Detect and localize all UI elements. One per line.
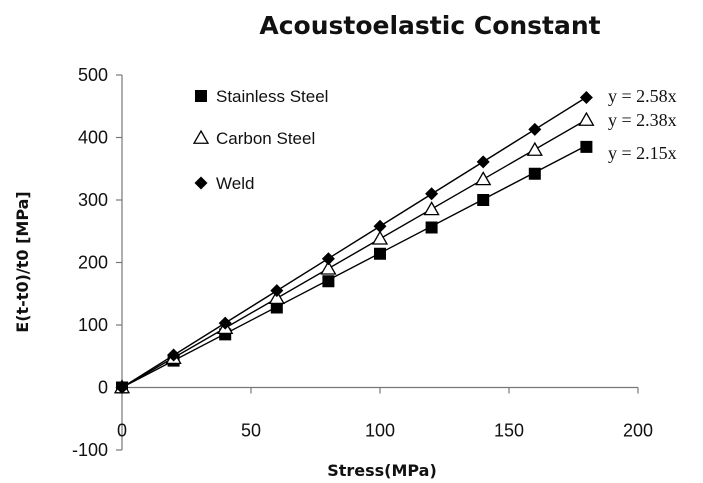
data-point-carbon-steel	[578, 111, 595, 126]
trendline-stainless-steel	[121, 145, 587, 389]
data-point-weld	[167, 348, 181, 362]
data-point-carbon-steel	[423, 201, 440, 216]
data-point-weld	[321, 252, 335, 266]
markers	[113, 91, 595, 394]
data-point-stainless-steel	[477, 194, 490, 206]
axes: -100 0 100 200 300 400 500 0 50 100 150 200	[72, 65, 653, 460]
y-tick-label: 400	[78, 128, 108, 148]
data-point-carbon-steel	[320, 260, 337, 275]
equation-label-weld: y = 2.58x	[608, 86, 677, 106]
y-tick-label: 200	[78, 253, 108, 273]
y-axis-title: E(t-t0)/t0 [MPa]	[13, 191, 32, 332]
data-point-stainless-steel	[528, 167, 541, 180]
y-tick-label: 500	[78, 65, 108, 85]
x-tick-label: 50	[241, 421, 261, 441]
x-tick-label: 150	[494, 421, 524, 441]
data-point-weld	[528, 122, 542, 136]
data-point-stainless-steel	[425, 221, 438, 234]
legend-marker-stainless-steel	[195, 90, 207, 102]
legend: Stainless Steel Carbon Steel Weld	[192, 87, 328, 193]
data-point-weld	[425, 187, 439, 201]
data-point-stainless-steel	[580, 140, 593, 153]
y-tick-label: 100	[78, 315, 108, 335]
data-point-carbon-steel	[526, 141, 543, 156]
data-point-carbon-steel	[268, 289, 285, 305]
chart-title: Acoustoelastic Constant	[259, 11, 600, 40]
data-point-stainless-steel	[322, 275, 335, 288]
legend-marker-weld	[194, 176, 208, 190]
legend-label-weld: Weld	[216, 174, 254, 193]
data-point-stainless-steel	[270, 301, 283, 314]
y-tick-label: 0	[98, 378, 108, 398]
data-point-weld	[218, 316, 232, 330]
data-point-weld	[579, 91, 593, 104]
data-point-weld	[115, 381, 129, 394]
y-tick-label: 300	[78, 190, 108, 210]
data-point-weld	[373, 219, 387, 233]
legend-marker-carbon-steel	[192, 129, 210, 144]
trendlines	[121, 96, 587, 389]
x-axis-title: Stress(MPa)	[327, 461, 437, 480]
trendline-weld	[121, 96, 587, 389]
equation-label-carbon-steel: y = 2.38x	[608, 110, 677, 130]
data-point-carbon-steel	[475, 171, 492, 186]
y-tick-label: -100	[72, 440, 108, 460]
x-tick-label: 100	[365, 421, 395, 441]
data-point-carbon-steel	[371, 230, 389, 245]
legend-label-stainless-steel: Stainless Steel	[216, 87, 328, 106]
trendline-carbon-steel	[121, 119, 587, 389]
legend-label-carbon-steel: Carbon Steel	[216, 129, 315, 148]
equation-label-stainless-steel: y = 2.15x	[608, 143, 677, 163]
data-point-weld	[476, 155, 490, 169]
x-tick-label: 0	[117, 421, 127, 441]
x-tick-label: 200	[623, 421, 653, 441]
data-point-weld	[270, 284, 284, 298]
data-point-stainless-steel	[374, 247, 386, 260]
trendline-equations: y = 2.58x y = 2.38x y = 2.15x	[608, 86, 677, 163]
